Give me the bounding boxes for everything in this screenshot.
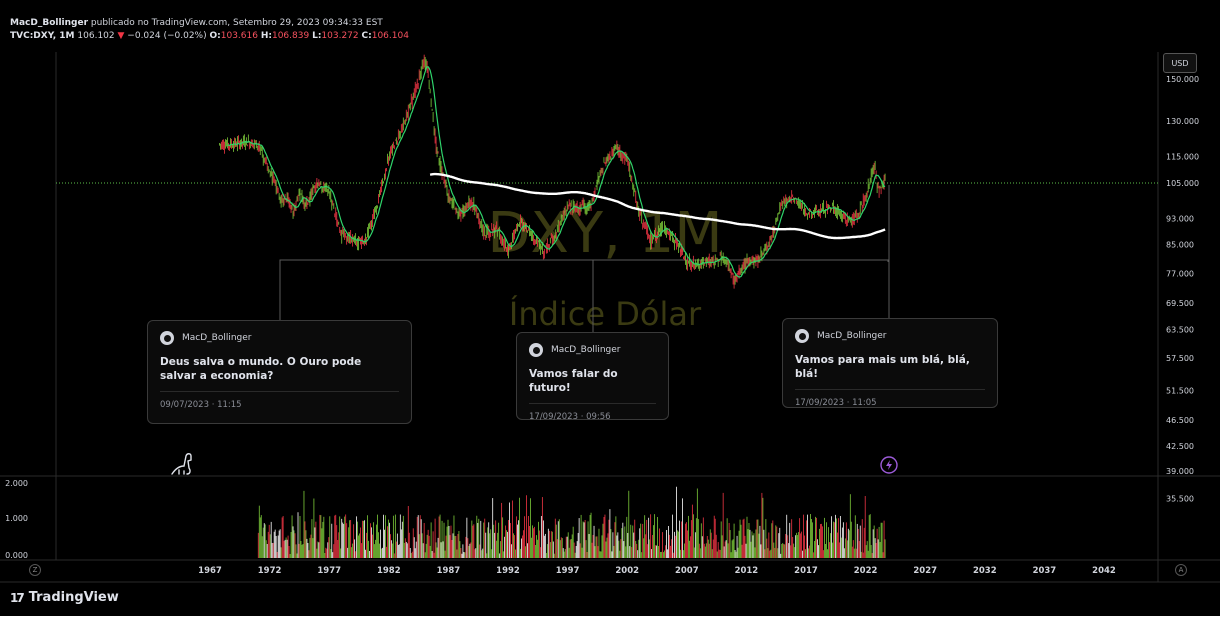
chart-header: MacD_Bollinger publicado no TradingView.… (10, 17, 409, 43)
year-tick-label: 1972 (258, 566, 282, 576)
price-tick-label: 77.000 (1166, 269, 1194, 278)
high-value: 106.839 (271, 31, 310, 41)
divider (160, 391, 399, 392)
divider (529, 403, 656, 404)
idea-card-2[interactable]: MacD_Bollinger Vamos falar do futuro! 17… (516, 332, 669, 422)
volume-bars (257, 486, 886, 558)
idea-card-3[interactable]: MacD_Bollinger Vamos para mais um blá, b… (782, 318, 998, 408)
price-tick-label: 93.000 (1166, 214, 1194, 223)
price-tick-label: 42.500 (1166, 442, 1194, 451)
divider (795, 389, 985, 390)
price-tick-label: 35.500 (1166, 495, 1194, 504)
idea-author-name: MacD_Bollinger (182, 333, 252, 343)
volume-tick-label: 2.000 (5, 479, 28, 488)
price-change: −0.024 (−0.02%) (127, 31, 207, 41)
price-tick-label: 51.500 (1166, 386, 1194, 395)
tradingview-brand[interactable]: 17 TradingView (10, 590, 119, 605)
year-tick-label: 2007 (675, 566, 699, 576)
idea-date: 09/07/2023 · 11:15 (160, 400, 242, 410)
price-tick-label: 63.500 (1166, 325, 1194, 334)
high-label: H: (260, 31, 272, 41)
year-tick-label: 2022 (854, 566, 878, 576)
symbol-label[interactable]: TVC:DXY, 1M (10, 31, 75, 41)
price-tick-label: 130.000 (1166, 117, 1199, 126)
publish-line: MacD_Bollinger publicado no TradingView.… (10, 17, 409, 30)
idea-text: Deus salva o mundo. O Ouro pode salvar a… (160, 356, 362, 382)
volume-axis: 2.000 1.000 0.000 (5, 479, 28, 560)
idea-author: MacD_Bollinger (795, 329, 985, 343)
idea-card-1[interactable]: MacD_Bollinger Deus salva o mundo. O Our… (147, 320, 412, 424)
year-tick-label: 1967 (198, 566, 222, 576)
last-price: 106.102 (77, 31, 115, 41)
tradingview-logo-icon: 17 (10, 590, 25, 605)
year-tick-label: 2017 (794, 566, 818, 576)
idea-text: Vamos falar do futuro! (529, 368, 618, 394)
time-axis[interactable]: 1967 1972 1977 1982 1987 1992 1997 2002 2007 2012… (198, 566, 1116, 576)
idea-text: Vamos para mais um blá, blá, blá! (795, 354, 970, 380)
year-tick-label: 1982 (377, 566, 401, 576)
moving-average-long (429, 172, 886, 240)
close-value: 106.104 (371, 31, 409, 41)
idea-date: 17/09/2023 · 09:56 (529, 412, 611, 422)
currency-button[interactable]: USD (1163, 53, 1197, 73)
year-tick-label: 2042 (1092, 566, 1116, 576)
price-tick-label: 150.000 (1166, 75, 1199, 84)
year-tick-label: 1992 (496, 566, 520, 576)
moving-average-short (227, 66, 886, 278)
year-tick-label: 2002 (615, 566, 639, 576)
lightning-icon[interactable] (880, 456, 898, 474)
volume-tick-label: 1.000 (5, 514, 28, 523)
brand-name: TradingView (28, 590, 119, 605)
idea-author: MacD_Bollinger (529, 343, 656, 357)
symbol-line: TVC:DXY, 1M 106.102 ▼ −0.024 (−0.02%) O:… (10, 30, 409, 43)
avatar-icon (160, 331, 174, 345)
year-tick-label: 2037 (1033, 566, 1057, 576)
watermark-symbol: DXY, 1M (487, 201, 722, 266)
price-tick-label: 105.000 (1166, 179, 1199, 188)
year-tick-label: 2032 (973, 566, 997, 576)
publish-info: publicado no TradingView.com, Setembro 2… (90, 18, 383, 28)
year-tick-label: 1987 (437, 566, 461, 576)
zoom-reset-button[interactable]: Z (29, 564, 41, 576)
price-tick-label: 115.000 (1166, 153, 1199, 162)
idea-date: 17/09/2023 · 11:05 (795, 398, 877, 408)
author-name[interactable]: MacD_Bollinger (10, 18, 89, 28)
idea-author-name: MacD_Bollinger (817, 331, 887, 341)
auto-scale-button[interactable]: A (1175, 564, 1187, 576)
price-axis[interactable]: 150.000 130.000 115.000 105.000 93.000 85.000… (1166, 75, 1199, 503)
year-tick-label: 2027 (913, 566, 937, 576)
price-bars (219, 54, 886, 289)
down-arrow-icon: ▼ (117, 31, 125, 41)
avatar-icon (795, 329, 809, 343)
price-tick-label: 39.000 (1166, 467, 1194, 476)
watermark-description: Índice Dólar (509, 295, 702, 333)
year-tick-label: 2012 (735, 566, 759, 576)
idea-author-name: MacD_Bollinger (551, 345, 621, 355)
year-tick-label: 1977 (317, 566, 341, 576)
idea-author: MacD_Bollinger (160, 331, 399, 345)
low-value: 103.272 (321, 31, 359, 41)
open-label: O: (209, 31, 221, 41)
volume-tick-label: 0.000 (5, 551, 28, 560)
price-tick-label: 57.500 (1166, 354, 1194, 363)
avatar-icon (529, 343, 543, 357)
price-tick-label: 46.500 (1166, 416, 1194, 425)
low-label: L: (312, 31, 322, 41)
year-tick-label: 1997 (556, 566, 580, 576)
price-tick-label: 85.000 (1166, 240, 1194, 249)
price-tick-label: 69.500 (1166, 299, 1194, 308)
close-label: C: (361, 31, 372, 41)
open-value: 103.616 (220, 31, 258, 41)
dino-icon[interactable] (171, 453, 192, 475)
